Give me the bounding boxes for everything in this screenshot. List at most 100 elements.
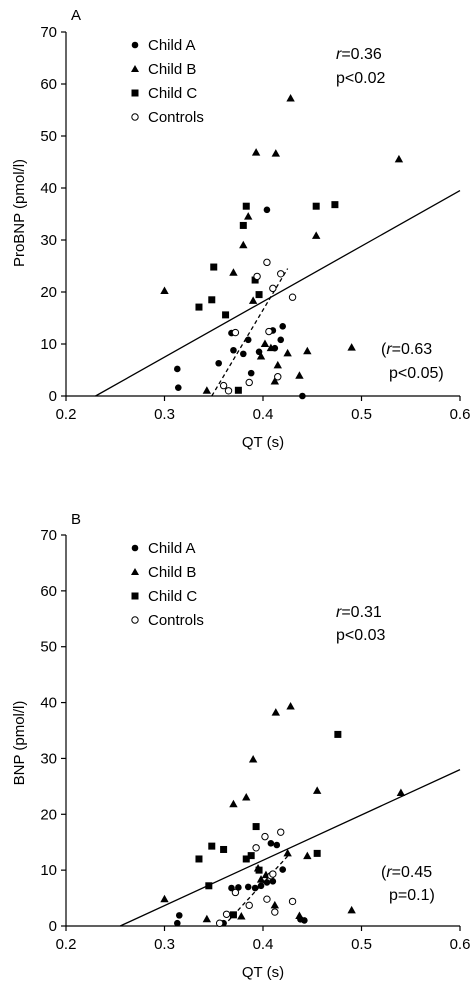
- legend-child-c: Child C: [148, 85, 197, 102]
- child-b-point: [312, 786, 322, 794]
- panel-b-r-controls-paren: (: [381, 864, 387, 881]
- panel-a-xlabel: QT (s): [242, 434, 284, 451]
- panel-a-r-controls-paren: (: [381, 341, 387, 358]
- child-a-point: [251, 884, 259, 892]
- panel-a-p-controls: p<0.05): [389, 365, 444, 382]
- child-c-point: [255, 291, 263, 299]
- child-b-point: [266, 343, 276, 352]
- panel-b-r-main-symbol: r: [336, 604, 342, 621]
- child-b-point: [347, 343, 356, 351]
- panel-a-r-controls: (r=0.63: [381, 341, 432, 358]
- child-c-point: [313, 849, 321, 857]
- x-tick-label: 0.2: [56, 936, 77, 953]
- x-tick-label: 0.6: [450, 936, 471, 953]
- legend-controls: Controls: [148, 612, 204, 629]
- controls-point: [288, 897, 297, 906]
- panel-a-r-main-symbol: r: [336, 46, 342, 63]
- y-tick-label: 20: [40, 806, 57, 823]
- child-a-point: [279, 866, 287, 873]
- child-a-point: [230, 346, 237, 354]
- legend-child-c-marker: [131, 592, 139, 600]
- child-a-point: [174, 365, 181, 373]
- child-b-point: [311, 231, 321, 239]
- child-c-point: [205, 882, 213, 890]
- panel-a-points: [160, 94, 404, 400]
- panel-b-points: [160, 701, 406, 927]
- x-tick-label: 0.4: [253, 936, 274, 953]
- child-c-point: [229, 911, 237, 919]
- child-c-point: [247, 852, 255, 860]
- panel-b-r-main-value: =0.31: [341, 604, 382, 621]
- panel-b: B BNP (pmol/l) QT (s) 0 10 20 30 40 50 60 70 0.2…: [11, 511, 470, 981]
- y-tick-label: 30: [40, 750, 57, 767]
- child-b-point: [160, 286, 169, 294]
- child-b-point: [202, 914, 212, 923]
- controls-point: [265, 327, 273, 336]
- child-b-point: [256, 351, 266, 360]
- child-a-point: [174, 919, 181, 927]
- panel-a-r-controls-symbol: r: [386, 341, 392, 358]
- legend-controls: Controls: [148, 109, 204, 126]
- child-b-point: [160, 894, 169, 903]
- controls-point: [215, 919, 224, 927]
- panel-a-label: A: [71, 7, 81, 24]
- regression-line: [95, 190, 461, 397]
- controls-point: [277, 828, 285, 836]
- child-a-point: [267, 840, 275, 847]
- controls-point: [253, 272, 261, 281]
- child-c-point: [195, 855, 203, 863]
- child-b-point: [256, 875, 266, 883]
- controls-point: [274, 373, 282, 381]
- legend-child-a-marker: [131, 544, 139, 552]
- child-a-point: [269, 878, 277, 885]
- child-b-point: [260, 339, 270, 347]
- controls-point: [252, 844, 260, 852]
- child-a-point: [299, 392, 306, 400]
- child-c-point: [195, 303, 203, 311]
- child-c-point: [331, 201, 339, 209]
- controls-point: [269, 870, 277, 878]
- child-c-point: [252, 823, 260, 831]
- x-tick-label: 0.4: [253, 406, 274, 423]
- x-tick-label: 0.2: [56, 406, 77, 423]
- y-tick-label: 10: [40, 336, 57, 353]
- panel-b-ylabel: BNP (pmol/l): [11, 701, 28, 786]
- panel-b-label: B: [71, 511, 81, 528]
- child-b-point: [248, 755, 258, 763]
- child-b-point: [286, 701, 295, 710]
- child-b-point: [229, 268, 238, 276]
- controls-point: [245, 378, 253, 387]
- controls-point: [231, 888, 240, 897]
- child-a-point: [240, 350, 247, 358]
- child-b-point: [237, 912, 246, 920]
- child-a-point: [279, 323, 287, 330]
- legend-child-a: Child A: [148, 540, 196, 557]
- panel-a-axes: 0 10 20 30 40 50 60 70 0.2 0.3 0.4 0.5 0.6: [40, 24, 470, 423]
- child-a-point: [277, 336, 285, 344]
- panel-b-xlabel: QT (s): [242, 964, 284, 981]
- child-b-point: [283, 348, 292, 357]
- child-a-point: [263, 879, 271, 886]
- child-b-point: [270, 900, 280, 909]
- legend-controls-marker: [131, 616, 139, 624]
- panel-b-r-controls-value: =0.45: [392, 864, 433, 881]
- legend-child-a-marker: [131, 41, 139, 49]
- x-tick-label: 0.5: [351, 936, 372, 953]
- y-tick-label: 0: [49, 918, 57, 935]
- child-c-point: [242, 202, 250, 210]
- child-c-point: [222, 311, 230, 319]
- panel-b-r-controls: (r=0.45: [381, 864, 432, 881]
- child-b-point: [248, 296, 258, 304]
- child-c-point: [242, 855, 250, 863]
- child-b-point: [303, 851, 312, 860]
- y-tick-label: 10: [40, 862, 57, 879]
- y-tick-label: 20: [40, 284, 57, 301]
- y-tick-label: 70: [40, 24, 57, 41]
- child-a-point: [215, 359, 222, 367]
- legend-child-b-marker: [131, 568, 139, 575]
- y-tick-label: 0: [49, 388, 57, 405]
- child-b-point: [286, 94, 295, 102]
- child-c-point: [251, 276, 259, 284]
- panel-b-axes: 0 10 20 30 40 50 60 70 0.2 0.3 0.4 0.5 0.6: [40, 527, 470, 953]
